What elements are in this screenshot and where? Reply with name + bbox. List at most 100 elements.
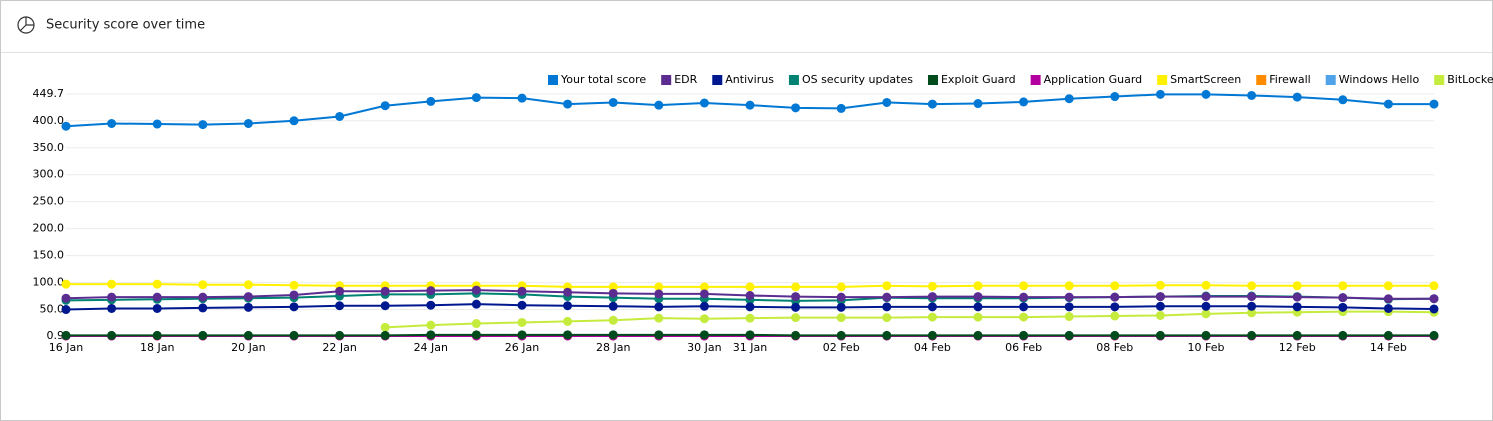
data-point [654,289,664,299]
data-point [61,279,71,289]
data-point [1429,294,1439,304]
data-point [1019,97,1029,107]
data-point [1155,330,1165,340]
data-point [1110,330,1120,340]
data-point [1338,293,1348,303]
data-point [927,312,937,322]
data-point [654,100,664,110]
legend-label: Exploit Guard [941,73,1016,86]
header-icon [17,16,35,34]
x-tick-label: 04 Feb [914,341,951,354]
legend-swatch [1434,75,1445,85]
data-point [1338,95,1348,105]
data-point [471,319,481,329]
y-tick-label: 200.0 [33,222,65,235]
data-point [608,97,618,107]
legend-swatch [548,75,558,85]
data-point [654,282,664,292]
data-point [1292,281,1302,291]
data-point [608,301,618,311]
data-point [426,300,436,310]
data-point [1110,302,1120,312]
data-point [973,312,983,322]
x-tick-label: 26 Jan [505,341,539,354]
data-point [654,302,664,312]
data-point [289,330,299,340]
data-point [517,286,527,296]
data-point [107,303,117,313]
data-point [927,281,937,291]
y-tick-label: 250.0 [33,195,65,208]
data-point [1064,330,1074,340]
data-point [973,281,983,291]
data-point [745,313,755,323]
legend-swatch [927,75,938,85]
y-tick-label: 100.0 [33,276,65,289]
data-point [973,330,983,340]
data-point [608,282,618,292]
data-point [243,280,253,290]
x-tick-label: 06 Feb [1005,341,1042,354]
legend-label: SmartScreen [1170,73,1241,86]
data-point [791,282,801,292]
data-point [1429,281,1439,291]
data-point [1338,330,1348,340]
data-point [791,330,801,340]
data-point [289,280,299,290]
data-point [882,313,892,323]
data-point [380,301,390,311]
data-point [1201,280,1211,290]
data-point [380,322,390,332]
data-point [380,286,390,296]
data-point [198,280,208,290]
data-point [608,288,618,298]
data-point [836,330,846,340]
data-point [289,302,299,312]
data-point [836,292,846,302]
data-point [61,305,71,315]
data-point [1155,310,1165,320]
data-point [745,291,755,301]
data-point [563,316,573,326]
data-point [1064,281,1074,291]
legend-label: Windows Hello [1339,73,1420,86]
data-point [471,330,481,340]
legend-swatch [1256,75,1267,85]
x-tick-label: 18 Jan [140,341,174,354]
data-point [563,330,573,340]
data-point [927,99,937,109]
data-point [198,330,208,340]
legend-swatch [1325,75,1336,85]
data-point [1383,281,1393,291]
legend-label: EDR [674,73,697,86]
data-point [426,320,436,330]
data-point [1338,281,1348,291]
data-point [426,96,436,106]
data-point [654,330,664,340]
data-point [471,299,481,309]
x-tick-label: 02 Feb [823,341,860,354]
legend-label: Your total score [560,73,646,86]
data-point [882,292,892,302]
x-tick-label: 10 Feb [1188,341,1225,354]
x-tick-label: 31 Jan [733,341,767,354]
y-tick-label: 150.0 [33,249,65,262]
data-point [152,330,162,340]
data-point [1429,99,1439,109]
data-point [882,330,892,340]
data-point [1383,303,1393,313]
data-point [699,330,709,340]
data-point [1155,292,1165,302]
y-tick-label: 0.9 [47,329,65,342]
data-point [471,285,481,295]
data-point [517,317,527,327]
data-point [61,293,71,303]
data-point [1338,302,1348,312]
legend-label: Application Guard [1044,73,1143,86]
data-point [1110,281,1120,291]
data-point [973,292,983,302]
data-point [1247,292,1257,302]
data-point [745,282,755,292]
data-point [1383,330,1393,340]
